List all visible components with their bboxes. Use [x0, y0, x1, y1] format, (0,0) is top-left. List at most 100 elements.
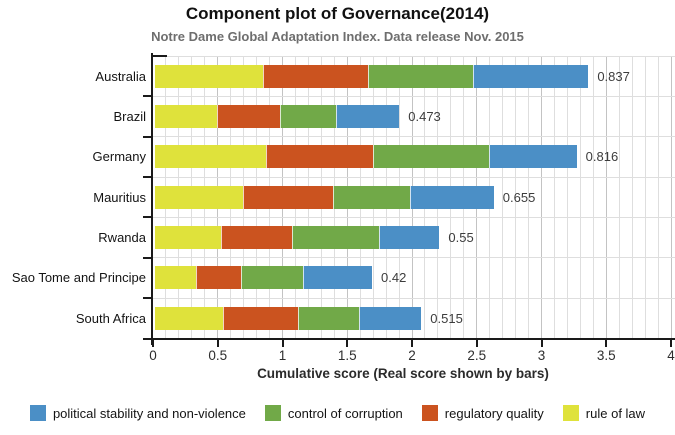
legend: political stability and non-violence cont…: [0, 405, 675, 421]
bar-segment-political-stability-and-non-violence: [488, 145, 577, 169]
gridline-minor-vertical: [644, 56, 646, 339]
bar-value-label: 0.473: [408, 109, 441, 125]
bar-segment-regulatory-quality: [265, 145, 374, 169]
legend-swatch: [421, 405, 438, 421]
legend-label: control of corruption: [287, 405, 403, 421]
bar-segment-regulatory-quality: [223, 306, 299, 330]
bar-segment-regulatory-quality: [242, 185, 334, 209]
legend-item-political-stability-and-non-violence: political stability and non-violence: [29, 405, 246, 421]
bar-segment-political-stability-and-non-violence: [359, 306, 422, 330]
x-axis-tick: [216, 339, 219, 347]
gridline-minor-vertical: [553, 56, 555, 339]
x-axis-tick: [540, 339, 543, 347]
bar-segment-political-stability-and-non-violence: [409, 185, 494, 209]
bar-value-label: 0.42: [381, 270, 407, 286]
bar-segment-control-of-corruption: [241, 266, 304, 290]
gridline-row-boundary: [153, 136, 675, 138]
bar-segment-rule-of-law: [154, 185, 243, 209]
bar-segment-control-of-corruption: [280, 105, 336, 129]
x-tick-label: 3.5: [596, 347, 616, 363]
gridline-row-boundary: [153, 257, 675, 259]
bar-value-label: 0.655: [502, 189, 536, 205]
x-tick-label: 0.5: [208, 347, 228, 363]
category-label: Brazil: [113, 109, 146, 125]
legend-label: regulatory quality: [444, 405, 544, 421]
y-axis-tick: [143, 176, 151, 179]
y-axis-tick: [143, 95, 151, 98]
bar-segment-rule-of-law: [154, 64, 264, 88]
bar-segment-regulatory-quality: [263, 64, 369, 88]
gridline-minor-vertical: [566, 56, 568, 339]
gridline-minor-vertical: [618, 56, 620, 339]
x-axis-label: Cumulative score (Real score shown by ba…: [257, 366, 549, 381]
bar-value-label: 0.837: [597, 68, 630, 84]
category-label: Mauritius: [93, 189, 146, 205]
bar-segment-political-stability-and-non-violence: [378, 226, 440, 250]
legend-item-rule-of-law: rule of law: [562, 405, 645, 421]
legend-swatch: [562, 405, 579, 421]
bar-segment-rule-of-law: [154, 266, 196, 290]
bar-value-label: 0.515: [430, 310, 463, 326]
legend-item-regulatory-quality: regulatory quality: [421, 405, 544, 421]
gridline-row-boundary: [153, 176, 675, 178]
x-axis-tick: [346, 339, 349, 347]
gridline-minor-vertical: [528, 56, 530, 339]
bar-segment-rule-of-law: [154, 306, 224, 330]
category-label: Rwanda: [98, 230, 146, 246]
bar-segment-control-of-corruption: [298, 306, 360, 330]
x-tick-label: 2.5: [467, 347, 487, 363]
y-axis-tick: [143, 337, 151, 340]
legend-item-control-of-corruption: control of corruption: [264, 405, 403, 421]
bar-segment-rule-of-law: [154, 105, 217, 129]
category-label: Sao Tome and Principe: [11, 270, 146, 286]
bar-segment-regulatory-quality: [220, 226, 292, 250]
y-axis-tick: [143, 135, 151, 138]
chart-subtitle: Notre Dame Global Adaptation Index. Data…: [151, 29, 524, 44]
legend-swatch: [29, 405, 46, 421]
x-tick-label: 1: [278, 347, 287, 363]
bar-segment-rule-of-law: [154, 226, 221, 250]
y-axis-tick: [143, 297, 151, 300]
gridline-minor-vertical: [502, 56, 504, 339]
gridline-minor-vertical: [657, 56, 659, 339]
x-tick-label: 2: [408, 347, 416, 363]
bar-segment-political-stability-and-non-violence: [473, 64, 589, 88]
legend-label: political stability and non-violence: [52, 405, 246, 421]
bar-segment-regulatory-quality: [195, 266, 242, 290]
x-tick-label: 3: [537, 347, 546, 363]
bar-segment-rule-of-law: [154, 145, 266, 169]
gridline-row-boundary: [153, 216, 675, 218]
y-axis-tick: [143, 256, 151, 259]
x-axis-tick: [605, 339, 608, 347]
category-label: South Africa: [75, 310, 146, 326]
x-tick-label: 4: [667, 347, 675, 363]
x-axis-line: [151, 337, 675, 340]
gridline-minor-vertical: [515, 56, 517, 339]
bar-segment-control-of-corruption: [373, 145, 489, 169]
bar-value-label: 0.816: [585, 149, 619, 165]
category-label: Germany: [92, 149, 146, 165]
x-tick-label: 0: [149, 347, 157, 363]
gridline-minor-vertical: [631, 56, 633, 339]
x-axis-tick: [281, 339, 284, 347]
gridline-row-boundary: [153, 95, 675, 97]
gridline-minor-vertical: [592, 56, 594, 339]
y-axis-spine: [151, 53, 153, 345]
gridline-major-vertical: [541, 56, 542, 339]
y-axis-tick: [143, 216, 151, 219]
gridline-row-boundary: [153, 297, 675, 299]
gridline-major-vertical: [670, 56, 672, 339]
legend-swatch: [264, 405, 281, 421]
x-tick-label: 1.5: [337, 347, 357, 363]
category-label: Australia: [95, 68, 146, 84]
gridline-row-boundary: [153, 55, 675, 57]
bar-segment-political-stability-and-non-violence: [335, 105, 400, 129]
bar-segment-control-of-corruption: [333, 185, 410, 209]
x-axis-tick: [152, 339, 154, 347]
bar-segment-political-stability-and-non-violence: [303, 266, 373, 290]
bar-segment-control-of-corruption: [368, 64, 474, 88]
gridline-minor-vertical: [579, 56, 581, 339]
bar-segment-regulatory-quality: [216, 105, 281, 129]
